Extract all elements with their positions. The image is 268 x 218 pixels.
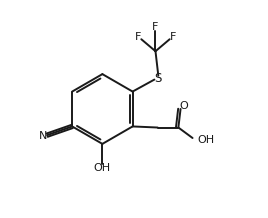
Text: S: S	[155, 72, 162, 85]
Text: O: O	[180, 101, 188, 111]
Text: F: F	[170, 32, 176, 43]
Text: F: F	[152, 22, 159, 32]
Text: OH: OH	[198, 135, 215, 145]
Text: F: F	[135, 32, 141, 43]
Text: OH: OH	[94, 163, 111, 173]
Text: N: N	[39, 131, 47, 141]
